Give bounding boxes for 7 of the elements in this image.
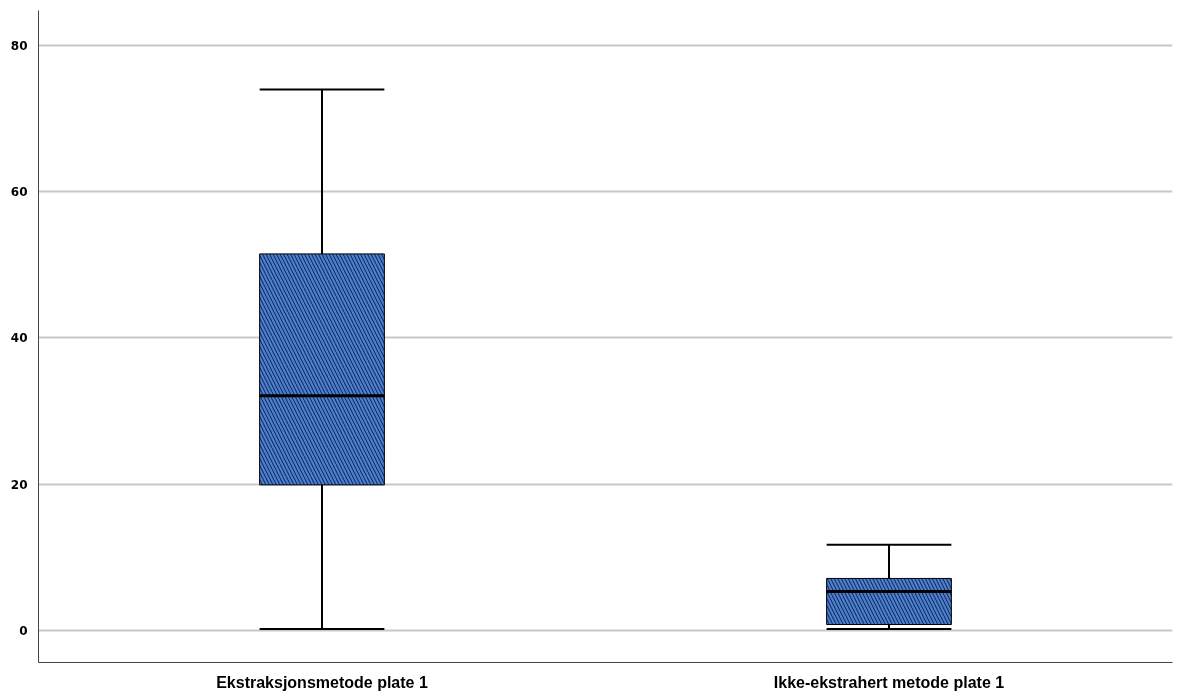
- y-tick-label: 60: [10, 185, 28, 200]
- y-tick-label: 0: [19, 623, 28, 638]
- y-tick-label: 40: [10, 331, 28, 346]
- x-tick-label: Ikke-ekstrahert metode plate 1: [773, 673, 1005, 691]
- y-tick-label: 80: [10, 39, 28, 54]
- x-tick-label: Ekstraksjonsmetode plate 1: [216, 673, 428, 691]
- y-tick-label: 20: [10, 477, 28, 492]
